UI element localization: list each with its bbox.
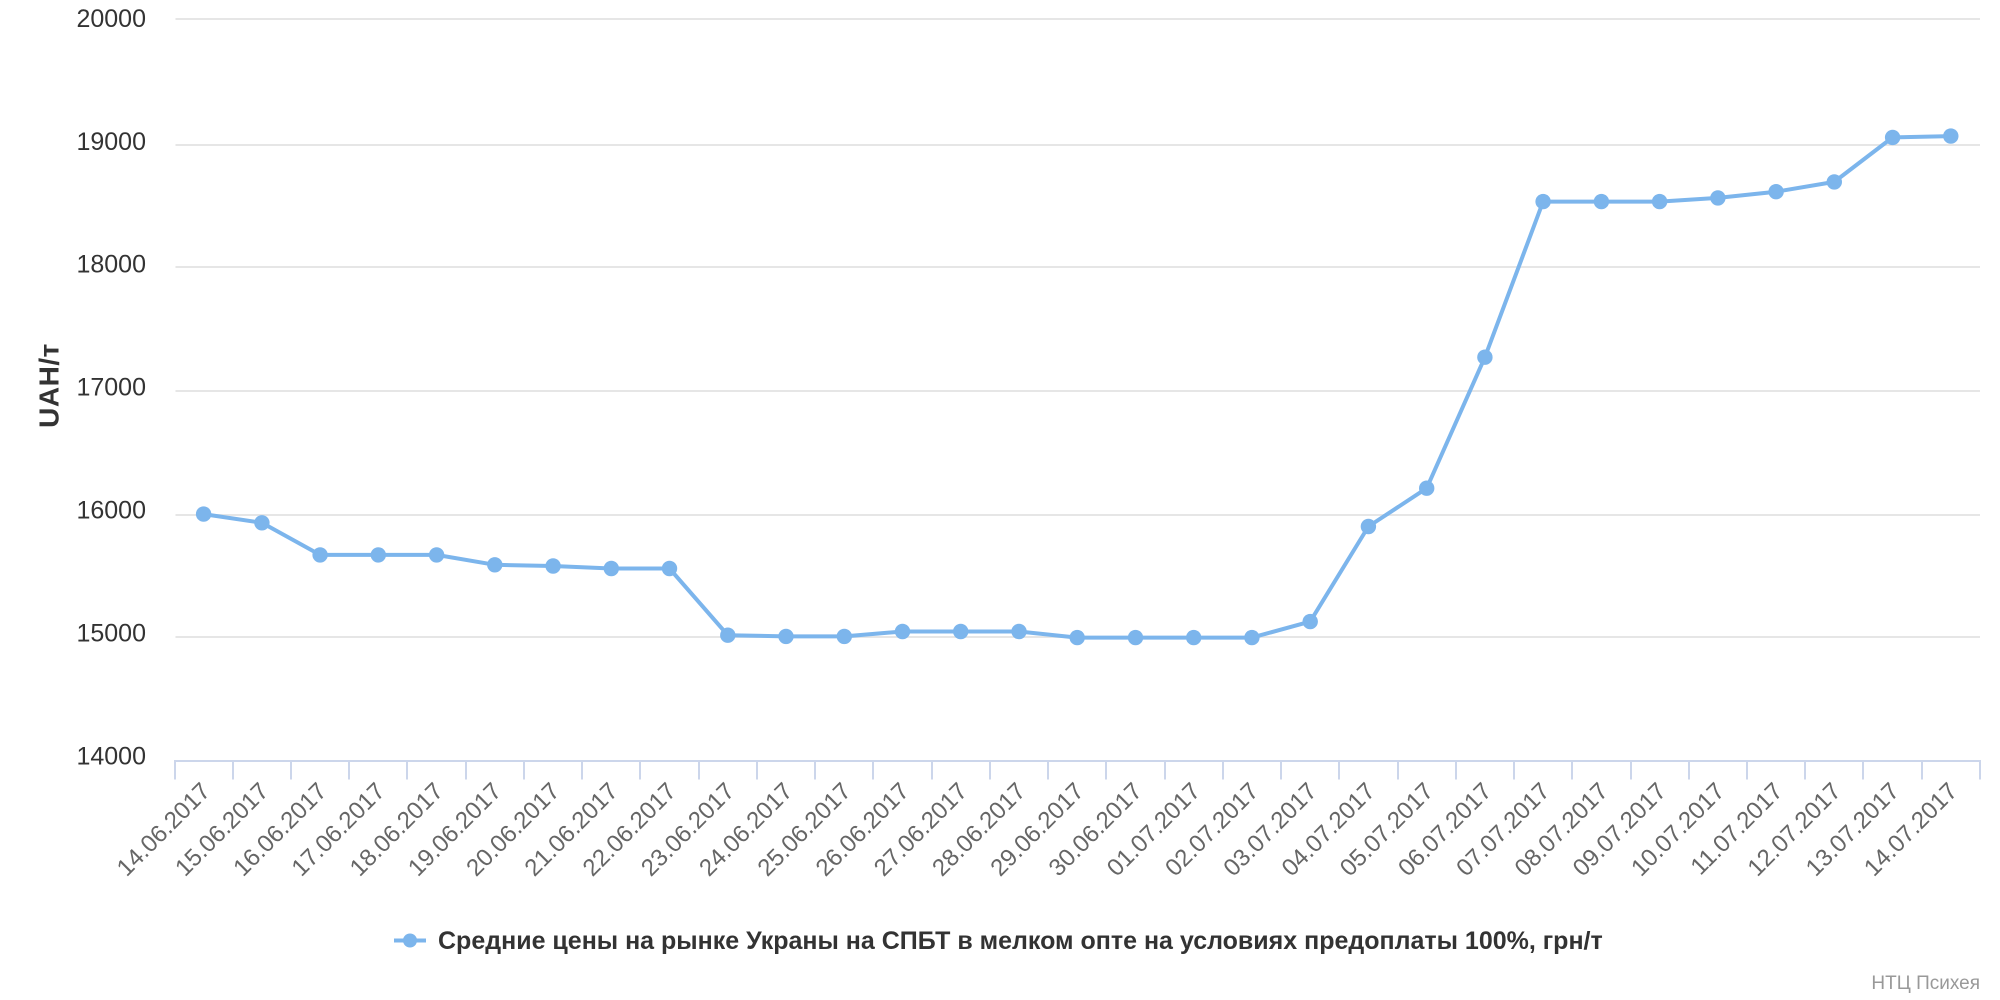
svg-text:17000: 17000 xyxy=(76,374,146,402)
svg-text:НТЦ Психея: НТЦ Психея xyxy=(1871,973,1980,994)
svg-text:16000: 16000 xyxy=(76,497,146,525)
svg-text:Средние цены на рынке Украны н: Средние цены на рынке Украны на СПБТ в м… xyxy=(438,927,1603,955)
svg-text:15000: 15000 xyxy=(76,620,146,648)
svg-text:UAH/т: UAH/т xyxy=(34,343,65,428)
svg-text:14000: 14000 xyxy=(76,743,146,771)
svg-text:20000: 20000 xyxy=(76,5,146,33)
svg-text:19000: 19000 xyxy=(76,128,146,156)
svg-text:18000: 18000 xyxy=(76,251,146,279)
